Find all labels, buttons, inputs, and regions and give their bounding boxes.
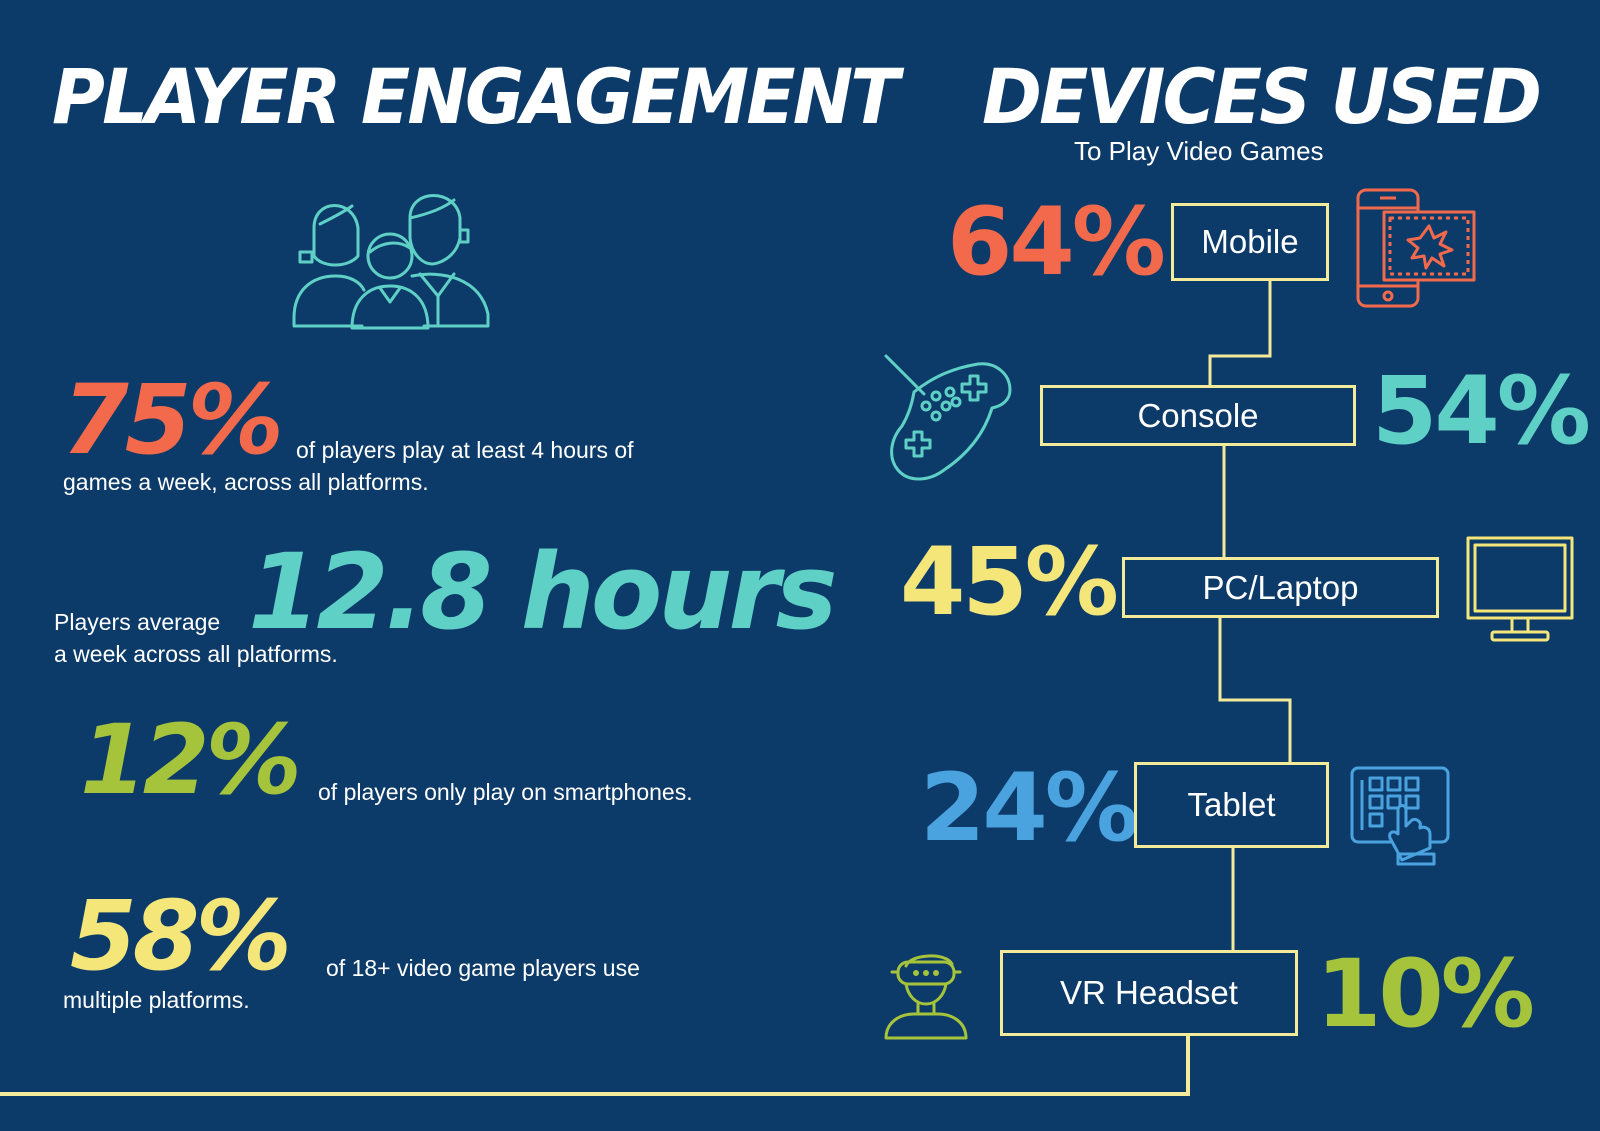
- devices-used-title: DEVICES USED: [982, 52, 1542, 141]
- tablet-percent: 24%: [920, 754, 1139, 863]
- player-engagement-title: PLAYER ENGAGEMENT: [52, 52, 900, 141]
- tablet-label-box: Tablet: [1134, 762, 1329, 848]
- monitor-icon: [1466, 536, 1576, 644]
- vr-label: VR Headset: [1060, 974, 1238, 1011]
- console-percent: 54%: [1372, 357, 1591, 466]
- family-group-icon: [292, 178, 492, 333]
- stat-hours-percent: 75%: [62, 364, 284, 476]
- vr-percent: 10%: [1316, 940, 1535, 1049]
- vr-label-box: VR Headset: [1000, 950, 1298, 1036]
- stat-average-desc-line2: a week across all platforms.: [54, 641, 338, 667]
- vr-headset-icon: [884, 948, 976, 1040]
- stat-average-hours: 12.8 hours: [248, 531, 838, 653]
- pc-percent: 45%: [900, 528, 1119, 637]
- tablet-touch-icon: [1350, 766, 1450, 866]
- stat-hours-desc-line1: of players play at least 4 hours of: [296, 437, 634, 463]
- tablet-label: Tablet: [1187, 786, 1276, 823]
- stat-multiplatform-percent: 58%: [70, 880, 292, 992]
- mobile-label-box: Mobile: [1171, 203, 1329, 281]
- stat-hours-desc-line2: games a week, across all platforms.: [63, 469, 429, 495]
- pc-label-box: PC/Laptop: [1122, 557, 1439, 618]
- stat-multiplatform-desc-line1: of 18+ video game players use: [326, 955, 640, 981]
- pc-label: PC/Laptop: [1202, 568, 1359, 606]
- stat-average-desc-line1: Players average: [54, 609, 221, 635]
- stat-smartphone-percent: 12%: [80, 704, 302, 816]
- console-label-box: Console: [1040, 385, 1356, 446]
- stat-multiplatform-desc-line2: multiple platforms.: [63, 987, 250, 1013]
- gamepad-icon: [884, 354, 1016, 488]
- stat-smartphone-desc: of players only play on smartphones.: [318, 779, 693, 805]
- mobile-percent: 64%: [947, 188, 1166, 297]
- mobile-game-icon: [1354, 188, 1478, 310]
- devices-used-subtitle: To Play Video Games: [1074, 136, 1324, 166]
- mobile-label: Mobile: [1201, 223, 1299, 260]
- console-label: Console: [1137, 396, 1259, 434]
